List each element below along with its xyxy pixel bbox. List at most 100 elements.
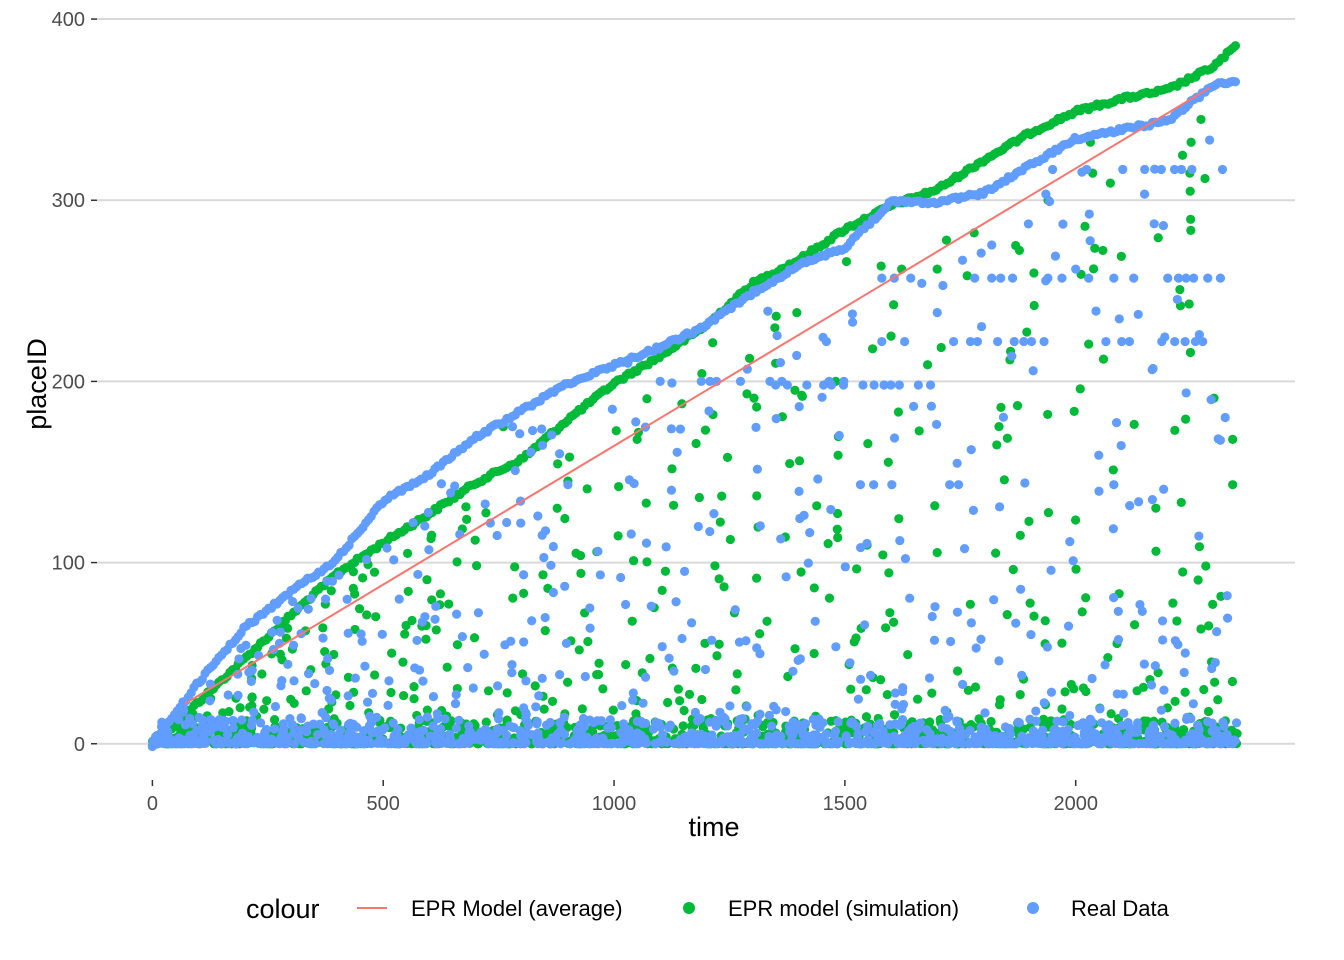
real-data-point [606,722,616,733]
real-data-point [1170,636,1180,646]
x-axis-title: time [688,812,739,842]
real-data-point [664,653,674,663]
epr-simulation-point [1193,575,1203,585]
epr-simulation-point [1088,264,1099,274]
real-data-point [1185,730,1195,741]
real-data-point [1212,627,1222,637]
real-data-point [1109,273,1119,283]
real-data-point [655,376,665,387]
epr-simulation-point [598,684,608,694]
real-data-point [1039,336,1049,347]
real-data-point [488,738,499,749]
real-data-point [696,729,706,739]
real-data-point [887,480,897,490]
epr-simulation-point [1029,300,1039,311]
real-data-point [952,607,963,617]
epr-simulation-point [995,695,1005,705]
real-data-point [894,380,904,390]
epr-simulation-point [1196,624,1206,634]
real-data-point [877,336,887,347]
epr-simulation-point [1029,611,1039,621]
real-data-point [667,378,677,388]
epr-simulation-point [691,663,701,673]
real-data-point [833,717,843,727]
real-data-point [1117,336,1127,347]
epr-simulation-point [481,717,491,727]
real-data-point [794,486,804,496]
real-data-point [548,587,558,598]
real-data-point [353,738,363,748]
real-data-point [1094,486,1104,496]
epr-simulation-point [863,439,873,449]
real-data-point [521,708,531,718]
epr-simulation-point [452,557,462,567]
epr-simulation-point [508,593,518,603]
real-data-point [327,576,338,586]
real-data-point [555,670,565,680]
real-data-point [303,604,313,614]
real-data-point [506,636,516,646]
real-data-point [865,670,876,680]
epr-simulation-point [717,491,727,501]
real-data-point [841,731,851,741]
epr-simulation-point [1191,72,1201,82]
real-data-point [1210,738,1220,748]
real-data-point [256,718,266,728]
real-data-point [383,700,393,710]
epr-simulation-point [725,534,735,545]
real-data-point [686,618,697,628]
epr-simulation-point [824,593,835,603]
real-data-point [771,414,781,424]
real-data-point [640,672,651,682]
real-data-point [310,678,320,689]
real-data-point [540,612,550,623]
real-data-point [1159,484,1169,494]
real-data-point [493,681,503,691]
real-data-point [976,248,986,258]
real-data-point [664,722,674,733]
x-tick-label: 2000 [1053,793,1098,815]
real-data-point [1222,738,1232,748]
epr-simulation-point [1106,709,1116,719]
real-data-point [972,336,983,347]
real-data-point [987,240,997,250]
epr-simulation-point [469,633,480,643]
real-data-point [766,721,777,731]
real-data-point [507,659,517,670]
real-data-point [679,566,690,576]
epr-simulation-point [697,694,707,705]
epr-simulation-point [880,623,891,633]
epr-simulation-point [861,712,872,722]
real-data-point [875,718,885,729]
legend-label-epr-simulation: EPR model (simulation) [728,896,959,921]
legend-label-real-data: Real Data [1071,896,1170,921]
real-data-point [329,720,339,730]
real-data-point [1132,727,1143,737]
epr-simulation-point [974,714,984,724]
axis-ticks [91,18,1077,786]
real-data-point [365,711,375,721]
epr-simulation-point [770,323,780,333]
real-data-point [388,718,398,728]
real-data-point [1180,648,1190,658]
real-data-point [157,717,167,727]
real-data-point [1019,336,1029,347]
real-data-point [1041,189,1051,199]
real-data-point [1028,366,1038,376]
real-data-point [1115,739,1125,749]
real-data-point [966,445,976,455]
real-data-point [847,317,858,327]
epr-simulation-point [710,561,720,571]
real-data-point [446,488,456,498]
epr-simulation-point [409,682,419,692]
real-data-point [669,666,679,676]
real-data-point [1091,306,1101,316]
real-data-point [1159,685,1169,695]
epr-simulation-point [841,256,852,267]
real-data-point [561,638,572,648]
real-data-point [1148,363,1158,374]
real-data-point [781,572,791,582]
real-data-point [990,737,1000,747]
y-tick-label: 200 [52,371,85,393]
real-data-point [196,676,206,686]
